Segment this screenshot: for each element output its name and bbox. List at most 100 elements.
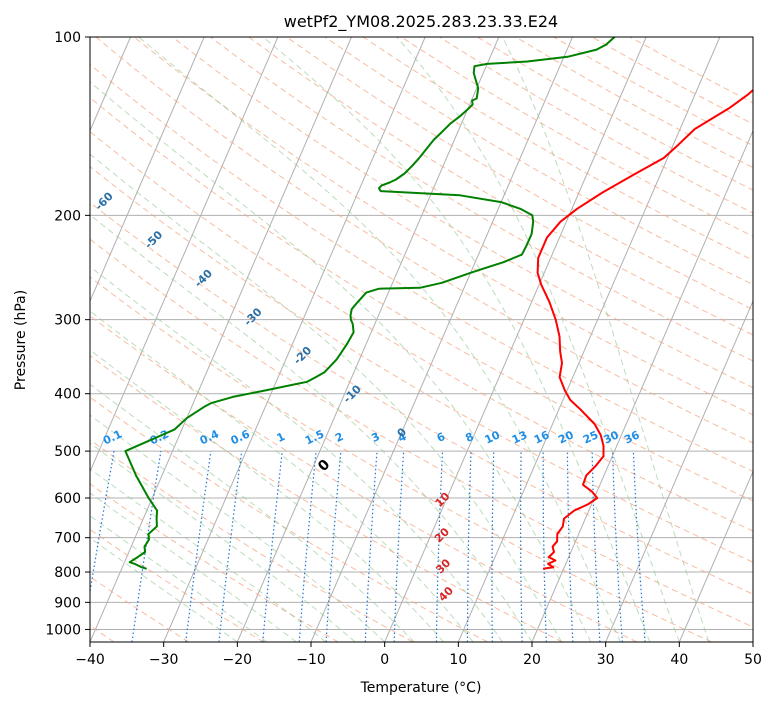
dry-adiabat — [95, 37, 753, 444]
moist-adiabat — [90, 81, 592, 642]
dry-adiabat-label: -20 — [291, 344, 314, 367]
isotherm-line — [236, 37, 500, 642]
mixing-ratio-label: 0.1 — [101, 427, 124, 447]
dry-adiabat-label: -30 — [241, 305, 264, 328]
dry-adiabat-label: 0 — [395, 425, 410, 440]
dry-adiabat — [324, 37, 753, 286]
isotherm-line — [384, 37, 647, 642]
y-axis-label: Pressure (hPa) — [13, 290, 29, 390]
dry-adiabat-label: -60 — [93, 189, 116, 212]
mixing-ratio-line — [520, 451, 523, 642]
dry-adiabat-label: -40 — [192, 267, 215, 290]
mixing-ratio-line — [491, 451, 495, 642]
mixing-ratio-line — [632, 451, 646, 642]
mixing-ratio-line — [566, 451, 574, 642]
moist-adiabat-label: 30 — [433, 556, 453, 576]
x-tick-label: 10 — [449, 652, 467, 668]
dry-adiabat-label: 0 — [315, 456, 333, 474]
isotherm-line — [678, 470, 753, 642]
dry-adiabat — [171, 37, 753, 389]
profile-traces — [124, 37, 753, 570]
moist-adiabat — [90, 383, 415, 642]
dry-adiabat — [210, 37, 753, 362]
isotherm-line — [605, 299, 753, 642]
profile-line — [124, 37, 616, 570]
y-tick-label: 600 — [54, 491, 81, 507]
moist-adiabat — [396, 37, 680, 642]
dry-adiabat — [400, 37, 753, 237]
mixing-ratio-label: 16 — [532, 428, 552, 446]
dry-adiabat — [515, 37, 753, 169]
y-tick-label: 800 — [54, 565, 81, 581]
x-tick-label: −10 — [296, 652, 326, 668]
mixing-ratio-line — [435, 451, 444, 642]
x-tick-label: 30 — [597, 652, 615, 668]
isotherm-line — [752, 640, 753, 642]
dry-adiabat-label: -70 — [43, 151, 66, 174]
chart-title: wetPf2_YM08.2025.283.23.33.E24 — [284, 12, 558, 32]
x-tick-label: −40 — [75, 652, 105, 668]
dry-adiabat — [90, 238, 753, 628]
x-tick-label: −20 — [223, 652, 253, 668]
dry-adiabat — [90, 201, 753, 595]
dry-adiabat — [90, 528, 264, 642]
mixing-ratio-line — [364, 451, 378, 642]
moist-adiabat — [138, 37, 621, 642]
y-tick-label: 300 — [54, 313, 81, 329]
moist-adiabat — [262, 37, 651, 642]
moist-adiabat — [90, 214, 533, 642]
dry-adiabat — [553, 37, 753, 147]
moist-adiabat-label: 10 — [433, 490, 453, 510]
dry-adiabat — [439, 37, 753, 214]
mixing-ratio-label: 20 — [556, 428, 576, 446]
y-tick-label: 900 — [54, 595, 81, 611]
y-tick-label: 400 — [54, 387, 81, 403]
moist-adiabat — [501, 37, 710, 642]
moist-adiabat — [90, 492, 297, 642]
dry-adiabat — [90, 165, 753, 563]
dry-adiabat — [90, 315, 638, 642]
mixing-ratio-label: 0.2 — [148, 427, 171, 447]
moist-adiabat — [90, 265, 503, 642]
y-tick-label: 1000 — [45, 622, 81, 638]
mixing-ratio-line — [262, 451, 283, 642]
mixing-ratio-label: 10 — [483, 428, 503, 446]
mixing-ratio-line — [90, 451, 115, 595]
y-tick-label: 100 — [54, 30, 81, 46]
x-tick-label: 40 — [670, 652, 688, 668]
plot-frame — [89, 36, 754, 643]
isotherm-line — [531, 129, 753, 642]
background-lines — [90, 37, 753, 642]
x-tick-label: −30 — [149, 652, 179, 668]
line-labels: 0.10.20.40.611.52346810131620253036-100-… — [43, 151, 642, 604]
moist-adiabat — [90, 442, 356, 642]
mixing-ratio-label: 8 — [463, 430, 475, 445]
dry-adiabat — [591, 37, 753, 125]
dry-adiabat — [90, 483, 339, 642]
dry-adiabat — [90, 396, 488, 642]
mixing-ratio-label: 2 — [333, 430, 345, 445]
dry-adiabat — [90, 276, 712, 642]
x-axis-label: Temperature (°C) — [360, 680, 482, 696]
profile-line — [536, 88, 753, 570]
isotherm-line — [457, 37, 721, 642]
mixing-ratio-label: 30 — [601, 428, 621, 446]
mixing-ratio-label: 6 — [435, 430, 448, 445]
x-tick-label: 20 — [523, 652, 541, 668]
moist-adiabat — [90, 310, 474, 642]
dry-adiabat — [90, 355, 563, 642]
moist-adiabat — [90, 515, 268, 642]
y-axis: 100 200 300 400 500 600 700 800 900 1000 — [45, 30, 90, 638]
moist-adiabat — [90, 468, 327, 642]
mixing-ratio-label: 3 — [369, 430, 381, 445]
moist-adiabat — [90, 414, 386, 642]
isotherm-line — [163, 37, 426, 642]
x-axis: −40 −30 −20 −10 0 10 20 30 40 50 — [75, 642, 762, 668]
mixing-ratio-line — [218, 451, 243, 642]
isotherm-line — [90, 37, 279, 473]
dry-adiabat — [90, 131, 753, 532]
x-tick-label: 50 — [744, 652, 762, 668]
moist-adiabat — [90, 349, 444, 642]
isotherm-line — [90, 37, 352, 642]
